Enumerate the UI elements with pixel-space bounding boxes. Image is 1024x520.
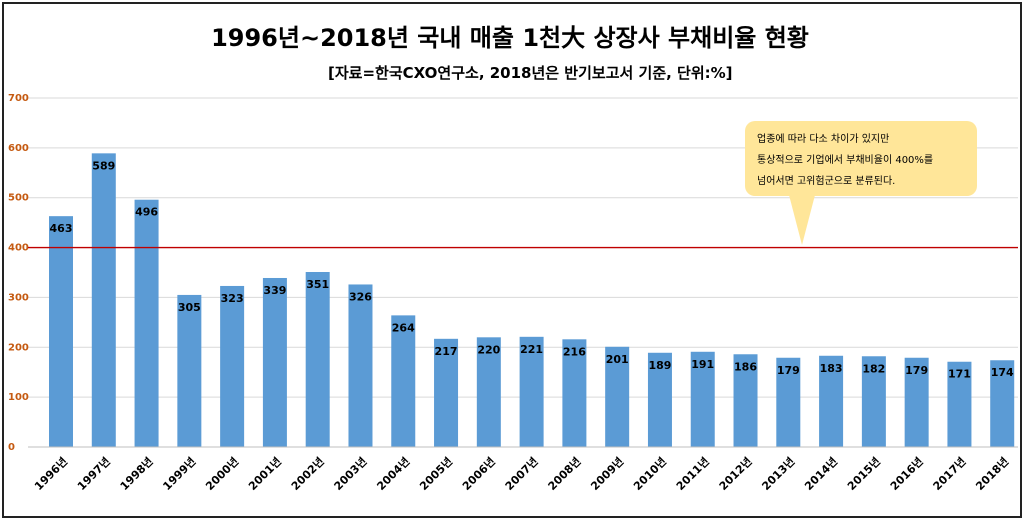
- data-label: 191: [691, 358, 714, 371]
- y-tick-label: 500: [8, 193, 29, 204]
- y-tick-label: 400: [8, 243, 29, 254]
- x-tick-label: 2007년: [502, 454, 541, 493]
- data-label: 305: [178, 301, 201, 314]
- x-tick-label: 2001년: [245, 454, 284, 493]
- bar: [91, 153, 116, 447]
- bar: [391, 315, 416, 447]
- bar: [861, 356, 886, 447]
- x-tick-label: 2010년: [630, 454, 669, 493]
- bar: [605, 346, 630, 447]
- data-label: 264: [392, 321, 415, 334]
- x-tick-label: 2014년: [801, 454, 840, 493]
- data-label: 189: [648, 359, 671, 372]
- bar: [647, 352, 672, 447]
- data-label: 589: [92, 159, 115, 172]
- data-label: 326: [349, 290, 372, 303]
- x-tick-label: 2005년: [416, 454, 455, 493]
- callout-line-1: 업종에 따라 다소 차이가 있지만: [757, 134, 890, 145]
- data-label: 217: [435, 345, 458, 358]
- bar: [134, 199, 159, 447]
- bar: [177, 294, 202, 447]
- x-tick-label: 2000년: [203, 454, 242, 493]
- data-label: 183: [820, 362, 843, 375]
- bar: [819, 355, 844, 447]
- x-tick-label: 1996년: [31, 454, 70, 493]
- data-label: 179: [905, 364, 928, 377]
- x-tick-label: 2003년: [331, 454, 370, 493]
- data-label: 182: [862, 362, 885, 375]
- bar: [220, 285, 245, 447]
- x-tick-label: 2012년: [716, 454, 755, 493]
- x-tick-label: 2013년: [759, 454, 798, 493]
- data-label: 171: [948, 368, 971, 381]
- data-label: 220: [477, 343, 500, 356]
- bar: [519, 336, 544, 447]
- x-tick-label: 2017년: [930, 454, 969, 493]
- x-tick-label: 1997년: [74, 454, 113, 493]
- data-label: 323: [221, 292, 244, 305]
- bar: [776, 357, 801, 447]
- chart-title: 1996년~2018년 국내 매출 1천大 상장사 부채비율 현황: [211, 24, 809, 52]
- bar: [904, 357, 929, 447]
- x-tick-label: 1999년: [160, 454, 199, 493]
- x-tick-label: 2016년: [887, 454, 926, 493]
- callout-box: 업종에 따라 다소 차이가 있지만 통상적으로 기업에서 부채비율이 400%를…: [745, 121, 977, 196]
- bar: [733, 354, 758, 447]
- data-label: 351: [306, 278, 329, 291]
- bar: [947, 361, 972, 447]
- y-tick-label: 300: [8, 292, 29, 303]
- data-label: 186: [734, 360, 757, 373]
- x-tick-label: 2008년: [545, 454, 584, 493]
- bar: [434, 338, 459, 447]
- data-label: 201: [606, 353, 629, 366]
- data-label: 221: [520, 343, 543, 356]
- callout-line-3: 넘어서면 고위험군으로 분류된다.: [757, 176, 896, 187]
- bar: [562, 339, 587, 447]
- y-tick-label: 200: [8, 342, 29, 353]
- x-tick-label: 2015년: [844, 454, 883, 493]
- x-tick-label: 2009년: [588, 454, 627, 493]
- data-label: 496: [135, 206, 158, 219]
- bar: [990, 360, 1015, 447]
- data-label: 463: [50, 222, 73, 235]
- data-label: 174: [991, 366, 1014, 379]
- bar: [690, 351, 715, 447]
- y-tick-label: 0: [8, 442, 15, 453]
- y-tick-label: 700: [8, 93, 29, 104]
- x-tick-label: 1998년: [117, 454, 156, 493]
- x-tick-label: 2018년: [973, 454, 1012, 493]
- y-tick-label: 100: [8, 392, 29, 403]
- data-label: 179: [777, 364, 800, 377]
- x-tick-label: 2002년: [288, 454, 327, 493]
- bar: [49, 216, 73, 447]
- y-tick-label: 600: [8, 143, 29, 154]
- data-label: 339: [263, 284, 286, 297]
- bar: [476, 337, 501, 447]
- x-tick-label: 2006년: [459, 454, 498, 493]
- x-tick-label: 2011년: [673, 454, 712, 493]
- x-tick-label: 2004년: [374, 454, 413, 493]
- bar: [262, 277, 287, 447]
- callout-line-2: 통상적으로 기업에서 부채비율이 400%를: [757, 155, 934, 166]
- callout-tail: [789, 195, 815, 245]
- chart-subtitle: [자료=한국CXO연구소, 2018년은 반기보고서 기준, 단위:%]: [328, 64, 733, 82]
- bar: [348, 284, 373, 447]
- data-label: 216: [563, 345, 586, 358]
- bar: [305, 272, 330, 447]
